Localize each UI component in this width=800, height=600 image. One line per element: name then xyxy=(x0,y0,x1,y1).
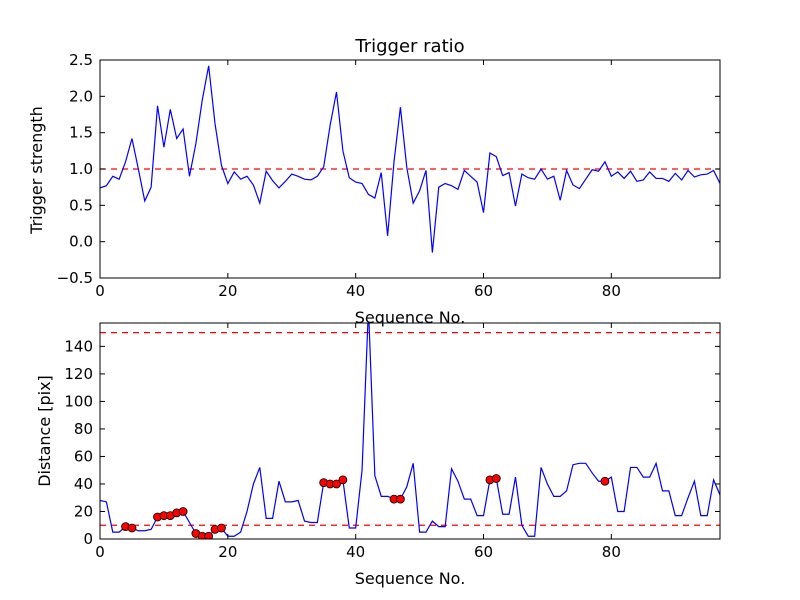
y-tick-label: 80 xyxy=(74,420,93,438)
x-tick-label: 60 xyxy=(474,543,493,561)
data-point-marker xyxy=(338,475,348,485)
data-point-marker xyxy=(178,507,188,516)
x-tick-label: 0 xyxy=(95,543,105,561)
x-tick-label: 40 xyxy=(346,543,365,561)
trigger-ratio-chart: Trigger ratio 0 20 40 60 80 −0.5 0.0 0.5 1.0 1.5 2… xyxy=(27,36,721,327)
y-axis-label: Distance [pix] xyxy=(35,375,54,487)
distance-chart: 0 20 40 60 80 0 20 40 60 80 100 120 140 Sequence No.… xyxy=(35,322,721,588)
x-tick-label: 60 xyxy=(474,282,493,300)
y-tick-label: 0.0 xyxy=(69,233,93,251)
x-tick-label: 20 xyxy=(218,282,237,300)
chart-title: Trigger ratio xyxy=(354,36,464,57)
series-line xyxy=(100,323,720,537)
y-tick-label: 1.5 xyxy=(69,124,93,142)
y-axis-label: Trigger strength xyxy=(27,106,46,235)
data-point-marker xyxy=(332,479,341,489)
x-tick-label: 80 xyxy=(602,282,621,300)
x-tick-label: 0 xyxy=(95,282,105,300)
x-tick-label: 40 xyxy=(346,282,365,300)
tick-group: 0 20 40 60 80 0 20 40 60 80 100 120 140 xyxy=(64,323,720,561)
data-point-marker xyxy=(217,523,226,533)
plot-area xyxy=(100,65,720,253)
y-tick-label: 2.5 xyxy=(69,51,93,69)
plot-frame xyxy=(99,322,721,540)
data-point-marker xyxy=(491,474,501,483)
y-tick-label: 120 xyxy=(64,365,93,383)
x-axis-label: Sequence No. xyxy=(355,308,466,327)
x-tick-label: 80 xyxy=(602,543,621,561)
y-tick-label: 40 xyxy=(74,475,93,493)
y-tick-label: 0.5 xyxy=(69,196,93,214)
data-point-marker xyxy=(396,494,405,504)
data-point-marker xyxy=(600,476,610,486)
x-axis-label: Sequence No. xyxy=(355,569,466,588)
y-tick-label: −0.5 xyxy=(57,269,93,287)
tick-group: 0 20 40 60 80 −0.5 0.0 0.5 1.0 1.5 2.0 2.5 xyxy=(57,51,720,300)
y-tick-label: 20 xyxy=(74,502,93,520)
y-tick-label: 140 xyxy=(64,337,93,355)
plot-area xyxy=(100,323,720,539)
data-point-marker xyxy=(204,531,214,539)
y-tick-label: 1.0 xyxy=(69,160,93,178)
series-line xyxy=(100,65,720,253)
y-tick-label: 60 xyxy=(74,447,93,465)
data-point-marker xyxy=(127,523,137,533)
y-tick-label: 100 xyxy=(64,392,93,410)
y-tick-label: 0 xyxy=(83,530,93,548)
x-tick-label: 20 xyxy=(218,543,237,561)
y-tick-label: 2.0 xyxy=(69,87,93,105)
